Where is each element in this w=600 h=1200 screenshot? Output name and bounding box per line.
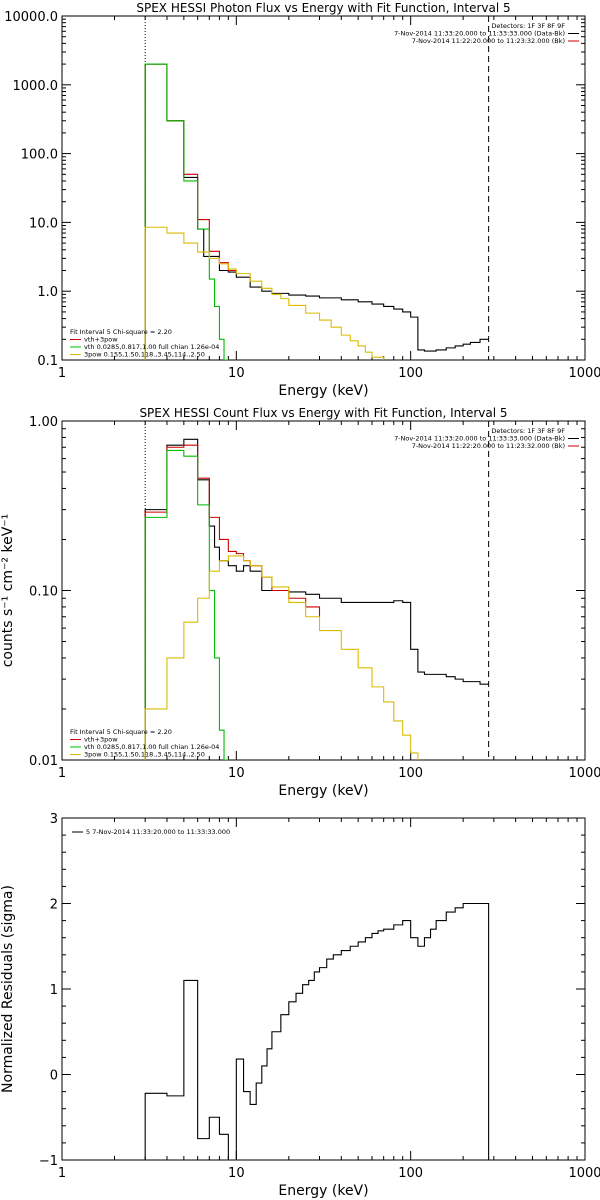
y-axis-label: Normalized Residuals (sigma) — [0, 885, 16, 1093]
legend-entry: vth 0.0285,0.817,1.00 full chian 1.26e-0… — [84, 743, 219, 751]
series-line-0 — [144, 902, 490, 1160]
series-line-3 — [144, 226, 385, 360]
x-tick-label: 1 — [58, 1166, 66, 1181]
y-tick-label: 10.0 — [29, 216, 58, 231]
series-line-2 — [144, 63, 229, 360]
series-line-1 — [144, 63, 237, 360]
legend-entry: Detectors: 1F 3F 8F 9F — [491, 427, 565, 435]
x-tick-label: 1 — [58, 766, 66, 781]
legend-entry: 7-Nov-2014 11:22:20.000 to 11:23:32.000 … — [412, 442, 565, 450]
x-tick-label: 1000 — [568, 766, 600, 781]
series-line-1 — [144, 444, 321, 760]
x-tick-label: 100 — [398, 1166, 423, 1181]
count-flux-panel: 1 10 100 1000 0.01 0.10 1.00 SPEX HESSI Count F… — [0, 406, 600, 799]
y-tick-label: 10000.0 — [4, 10, 58, 25]
y-tick-label: 1000.0 — [13, 79, 59, 94]
x-axis-label: Energy (keV) — [278, 783, 368, 799]
x-tick-label: 10 — [228, 766, 245, 781]
y-tick-label: 2 — [50, 898, 58, 913]
y-tick-label: 0.10 — [29, 585, 58, 600]
x-tick-label: 10 — [228, 1166, 245, 1181]
y-tick-label: −1 — [39, 1154, 58, 1169]
y-tick-label: 100.0 — [21, 148, 58, 163]
plot-frame — [61, 817, 586, 1161]
series-line-0 — [144, 438, 489, 760]
y-tick-label: 0 — [50, 1069, 58, 1084]
legend-entry: Fit Interval 5 Chi-square = 2.20 — [70, 328, 172, 336]
chart-title: SPEX HESSI Count Flux vs Energy with Fit… — [139, 406, 507, 420]
legend-entry: vth+3pow — [84, 736, 118, 744]
legend-entry: Fit Interval 5 Chi-square = 2.20 — [70, 728, 172, 736]
x-axis-label: Energy (keV) — [278, 1183, 368, 1199]
chart-title: SPEX HESSI Photon Flux vs Energy with Fi… — [136, 1, 510, 15]
y-tick-label: 1.0 — [37, 285, 58, 300]
y-tick-label: 0.1 — [37, 354, 58, 369]
series-line-3 — [144, 555, 419, 760]
y-tick-label: 1 — [50, 983, 58, 998]
plot-frame — [61, 420, 586, 761]
x-tick-label: 100 — [398, 766, 423, 781]
x-tick-label: 1000 — [568, 1166, 600, 1181]
legend-entry: 3pow 0.155,1.50,118.,3.45,114.,2.50 — [84, 351, 205, 359]
residuals-panel: 1 10 100 1000 −1 0 1 2 3 Energy (keV) Normalized R… — [0, 812, 600, 1199]
y-tick-label: 1.00 — [29, 415, 58, 430]
plot-frame — [61, 15, 586, 361]
legend-entry: 7-Nov-2014 11:33:20.000 to 11:33:33.000 … — [394, 30, 565, 38]
legend-entry: 5 7-Nov-2014 11:33:20.000 to 11:33:33.00… — [86, 828, 230, 836]
x-tick-label: 100 — [398, 366, 423, 381]
y-axis-label: counts s⁻¹ cm⁻² keV⁻¹ — [0, 514, 16, 668]
series-line-0 — [144, 63, 489, 360]
x-tick-label: 1 — [58, 366, 66, 381]
legend-entry: 7-Nov-2014 11:22:20.000 to 11:23:32.000 … — [412, 37, 565, 45]
x-tick-label: 10 — [228, 366, 245, 381]
y-tick-label: 3 — [50, 812, 58, 827]
legend-entry: 3pow 0.155,1.50,118.,3.45,114.,2.50 — [84, 751, 205, 759]
series-line-2 — [144, 449, 229, 760]
legend-entry: vth 0.0285,0.817,1.00 full chian 1.26e-0… — [84, 343, 219, 351]
x-axis-label: Energy (keV) — [278, 383, 368, 399]
legend-entry: 7-Nov-2014 11:33:20.000 to 11:33:33.000 … — [394, 435, 565, 443]
x-tick-label: 1000 — [568, 366, 600, 381]
photon-flux-panel: 1 10 100 1000 0.1 1.0 10.0 100.0 1000.0 10000.0 SP… — [4, 1, 600, 399]
legend-entry: Detectors: 1F 3F 8F 9F — [491, 22, 565, 30]
legend-entry: vth+3pow — [84, 336, 118, 344]
y-tick-label: 0.01 — [29, 754, 58, 769]
